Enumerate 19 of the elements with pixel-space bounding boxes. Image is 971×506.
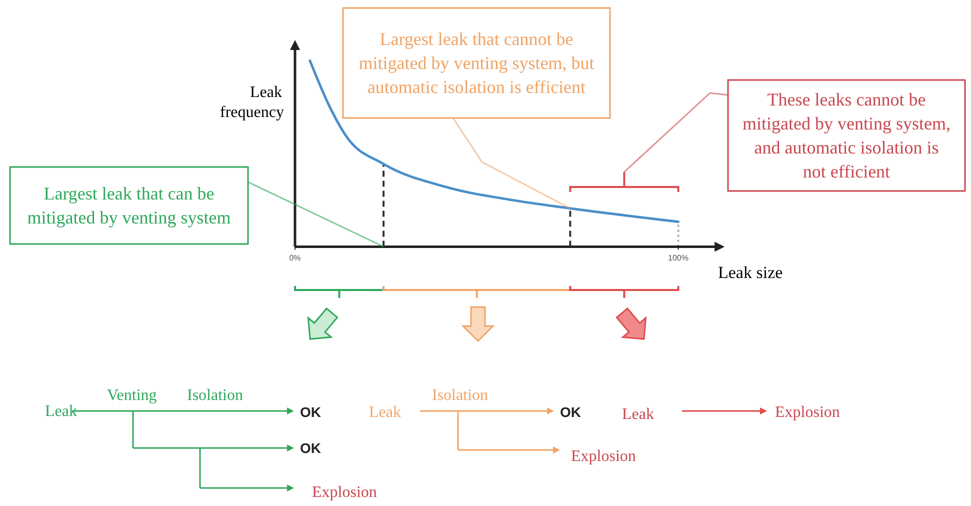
y-axis-title: Leak frequency xyxy=(220,84,284,121)
text: Explosion xyxy=(312,484,377,501)
x-axis-title: Leak size xyxy=(718,263,783,282)
text: OK xyxy=(300,440,321,456)
text: Isolation xyxy=(432,387,488,404)
text: OK xyxy=(300,404,321,420)
text: Leak xyxy=(369,404,401,421)
text: Leak xyxy=(622,406,654,423)
text: Isolation xyxy=(187,387,243,404)
x-tick-label: 100% xyxy=(668,254,689,263)
text: Venting xyxy=(107,387,157,404)
text: Leak xyxy=(45,403,77,420)
annotation: Largest leak that cannot be mitigated by venting system, but automatic isolation is efficient xyxy=(358,29,594,97)
text: Explosion xyxy=(571,448,636,465)
x-tick-label: 0% xyxy=(289,254,301,263)
text: These leaks cannot be mitigated by venting system, and automatic isolation is not efficient xyxy=(742,90,950,182)
text: Explosion xyxy=(775,404,840,421)
annotation: Largest leak that can be mitigated by venting system xyxy=(27,184,231,228)
text: OK xyxy=(560,404,581,420)
